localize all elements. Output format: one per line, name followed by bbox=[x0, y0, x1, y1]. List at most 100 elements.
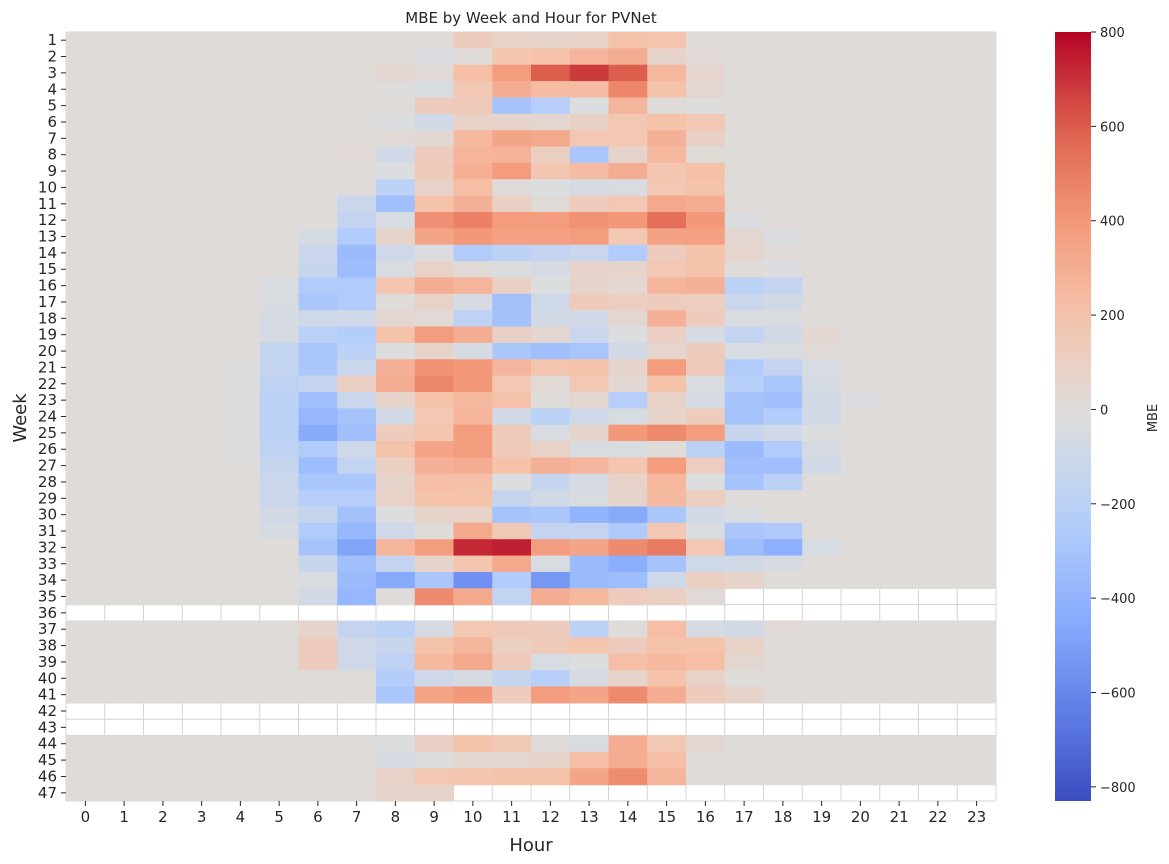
heatmap-cell bbox=[569, 310, 610, 328]
heatmap-cell bbox=[298, 359, 338, 377]
heatmap-cell bbox=[802, 653, 842, 671]
heatmap-cell bbox=[569, 97, 610, 115]
heatmap-cell bbox=[918, 228, 958, 246]
heatmap-cell bbox=[221, 130, 261, 148]
heatmap-cell bbox=[957, 457, 997, 475]
heatmap-cell bbox=[182, 408, 222, 426]
heatmap-cell bbox=[686, 310, 726, 328]
heatmap-cell bbox=[259, 670, 300, 688]
x-tick-label: 21 bbox=[890, 808, 909, 826]
heatmap-cell bbox=[143, 228, 183, 246]
heatmap-cell bbox=[763, 211, 803, 229]
heatmap-cell bbox=[686, 113, 726, 131]
heatmap-cell bbox=[608, 64, 648, 82]
heatmap-cell bbox=[879, 130, 920, 148]
heatmap-cell bbox=[957, 97, 997, 115]
x-tick-label: 12 bbox=[541, 808, 560, 826]
x-axis-label: Hour bbox=[509, 835, 553, 856]
heatmap-cell bbox=[492, 277, 532, 295]
heatmap-cell bbox=[337, 162, 377, 180]
heatmap-cell bbox=[569, 146, 610, 164]
heatmap-cell bbox=[337, 64, 377, 82]
heatmap-cell bbox=[414, 653, 455, 671]
heatmap-cell bbox=[957, 293, 997, 311]
heatmap-cell bbox=[802, 228, 842, 246]
heatmap-cell bbox=[647, 571, 687, 589]
heatmap-cell bbox=[608, 130, 648, 148]
heatmap-cell bbox=[104, 228, 145, 246]
heatmap-cell bbox=[724, 310, 765, 328]
heatmap-cell bbox=[647, 130, 687, 148]
heatmap-cell bbox=[569, 293, 610, 311]
heatmap-cell bbox=[66, 375, 106, 393]
heatmap-cell bbox=[492, 48, 532, 66]
heatmap-cell bbox=[414, 244, 455, 262]
heatmap-cell bbox=[686, 359, 726, 377]
heatmap-cell bbox=[841, 293, 881, 311]
heatmap-cell bbox=[841, 261, 881, 279]
heatmap-cell bbox=[104, 97, 145, 115]
heatmap-cell bbox=[608, 571, 648, 589]
heatmap-cell bbox=[453, 261, 493, 279]
x-tick-label: 8 bbox=[391, 808, 401, 826]
heatmap-cell bbox=[492, 768, 532, 786]
heatmap-cell bbox=[453, 457, 493, 475]
heatmap-cell bbox=[608, 293, 648, 311]
heatmap-cell bbox=[686, 64, 726, 82]
heatmap-cell bbox=[376, 424, 416, 442]
heatmap-cell bbox=[143, 424, 183, 442]
heatmap-cell bbox=[143, 48, 183, 66]
heatmap-cell bbox=[182, 375, 222, 393]
heatmap-cell bbox=[569, 588, 610, 606]
x-tick-label: 1 bbox=[119, 808, 129, 826]
heatmap-cell bbox=[918, 457, 958, 475]
heatmap-cell bbox=[918, 64, 958, 82]
y-tick-label: 9 bbox=[47, 162, 57, 180]
heatmap-cell bbox=[492, 686, 532, 704]
heatmap-cell bbox=[686, 146, 726, 164]
heatmap-cell bbox=[66, 81, 106, 99]
heatmap-cell bbox=[182, 97, 222, 115]
heatmap-cell bbox=[918, 555, 958, 573]
heatmap-cell bbox=[879, 113, 920, 131]
heatmap-cell bbox=[841, 408, 881, 426]
heatmap-cell bbox=[182, 146, 222, 164]
heatmap-cell bbox=[918, 686, 958, 704]
heatmap-cell bbox=[298, 113, 338, 131]
heatmap-cell bbox=[221, 555, 261, 573]
y-tick-label: 3 bbox=[47, 64, 57, 82]
heatmap-cell bbox=[492, 97, 532, 115]
heatmap-cell bbox=[66, 768, 106, 786]
colorbar-tick-label: −400 bbox=[1100, 592, 1136, 607]
heatmap-cell bbox=[221, 588, 261, 606]
heatmap-cell bbox=[337, 391, 377, 409]
x-tick-label: 16 bbox=[696, 808, 715, 826]
heatmap-cell bbox=[259, 408, 300, 426]
heatmap-cell bbox=[453, 621, 493, 638]
heatmap-cell bbox=[104, 686, 145, 704]
heatmap-cell bbox=[569, 637, 610, 655]
heatmap-cell bbox=[221, 621, 261, 638]
heatmap-cell bbox=[569, 571, 610, 589]
heatmap-cell bbox=[647, 326, 687, 344]
heatmap-cell bbox=[531, 228, 571, 246]
heatmap-cell bbox=[66, 441, 106, 459]
x-tick-label: 0 bbox=[81, 808, 91, 826]
heatmap-cell bbox=[608, 441, 648, 459]
heatmap-cell bbox=[66, 473, 106, 491]
heatmap-cell bbox=[879, 506, 920, 524]
heatmap-cell bbox=[569, 457, 610, 475]
x-tick-label: 22 bbox=[928, 808, 947, 826]
heatmap-cell bbox=[298, 424, 338, 442]
heatmap-cell bbox=[414, 228, 455, 246]
heatmap-cell bbox=[259, 588, 300, 606]
heatmap-cell bbox=[414, 686, 455, 704]
heatmap-cell bbox=[647, 375, 687, 393]
heatmap-cell bbox=[221, 162, 261, 180]
heatmap-cell bbox=[143, 130, 183, 148]
heatmap-cell bbox=[376, 506, 416, 524]
heatmap-cell bbox=[259, 751, 300, 769]
heatmap-cell bbox=[686, 621, 726, 638]
x-tick-label: 19 bbox=[812, 808, 831, 826]
heatmap-cell bbox=[453, 195, 493, 213]
